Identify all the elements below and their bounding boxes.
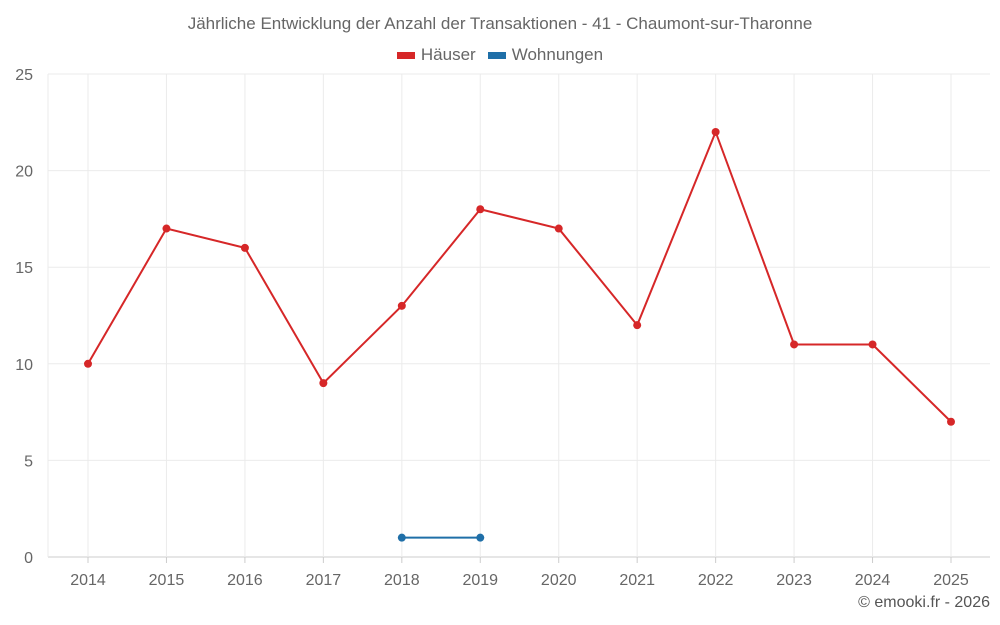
data-point-wohnungen [397, 533, 406, 542]
data-point-huser [240, 243, 249, 252]
chart-title: Jährliche Entwicklung der Anzahl der Tra… [187, 14, 813, 33]
series-line-huser [87, 129, 952, 423]
data-point-huser [319, 379, 328, 388]
legend-swatch-wohnungen [487, 51, 506, 59]
x-tick-label: 2024 [855, 572, 891, 589]
data-point-huser [790, 340, 799, 349]
legend-item-haeuser[interactable]: Häuser [396, 45, 476, 65]
legend-label-wohnungen: Wohnungen [511, 45, 604, 64]
x-tick-label: 2025 [933, 572, 969, 589]
y-tick-label: 20 [15, 164, 33, 181]
x-tick-label: 2014 [70, 572, 106, 589]
x-tick-label: 2020 [541, 572, 577, 589]
x-tick-label: 2022 [698, 572, 734, 589]
credit: © emooki.fr - 2026 [858, 594, 990, 611]
legend-item-wohnungen[interactable]: Wohnungen [487, 45, 604, 65]
x-tick-label: 2016 [227, 572, 263, 589]
x-tick-label: 2021 [619, 572, 655, 589]
x-tick-label: 2017 [306, 572, 342, 589]
x-tick-label: 2023 [776, 572, 812, 589]
legend: Häuser Wohnungen [0, 45, 1000, 65]
data-point-huser [84, 359, 92, 368]
x-tick-label: 2019 [462, 572, 498, 589]
y-tick-label: 15 [15, 260, 33, 277]
y-tick-label: 5 [24, 453, 33, 470]
legend-swatch-haeuser [396, 51, 415, 59]
data-point-huser [633, 321, 642, 330]
y-tick-label: 25 [15, 67, 33, 84]
data-point-huser [554, 224, 563, 233]
data-point-huser [947, 417, 955, 426]
y-tick-label: 0 [24, 550, 33, 567]
data-point-huser [162, 224, 171, 233]
data-point-huser [476, 205, 485, 214]
data-point-huser [711, 127, 720, 136]
data-point-huser [397, 301, 406, 310]
x-tick-label: 2018 [384, 572, 420, 589]
y-tick-label: 10 [15, 357, 33, 374]
x-tick-label: 2015 [149, 572, 185, 589]
legend-label-haeuser: Häuser [420, 45, 476, 64]
data-point-wohnungen [476, 533, 485, 542]
data-point-huser [868, 340, 877, 349]
